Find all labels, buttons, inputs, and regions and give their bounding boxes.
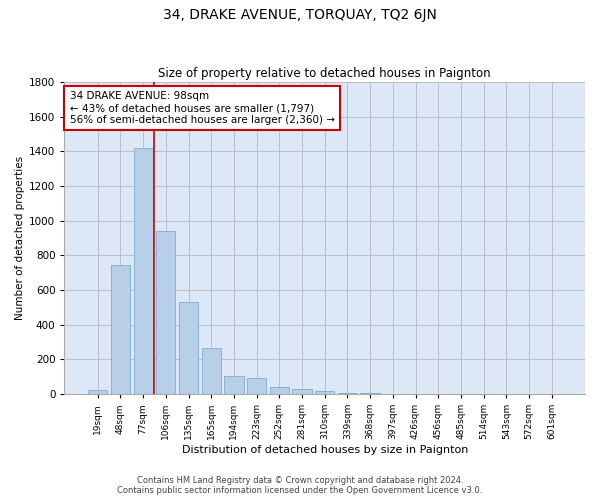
Bar: [111, 266, 130, 394]
Bar: [247, 378, 266, 394]
Text: Contains HM Land Registry data © Crown copyright and database right 2024.
Contai: Contains HM Land Registry data © Crown c…: [118, 476, 482, 495]
Text: 34 DRAKE AVENUE: 98sqm
← 43% of detached houses are smaller (1,797)
56% of semi-: 34 DRAKE AVENUE: 98sqm ← 43% of detached…: [70, 92, 335, 124]
Bar: [134, 148, 153, 394]
Bar: [315, 391, 334, 394]
Bar: [179, 302, 198, 394]
Bar: [156, 231, 175, 394]
Y-axis label: Number of detached properties: Number of detached properties: [15, 156, 25, 320]
Bar: [88, 390, 107, 394]
X-axis label: Distribution of detached houses by size in Paignton: Distribution of detached houses by size …: [182, 445, 468, 455]
Bar: [269, 388, 289, 394]
Bar: [292, 389, 311, 394]
Bar: [338, 393, 357, 394]
Bar: [224, 376, 244, 394]
Bar: [202, 348, 221, 394]
Bar: [361, 393, 380, 394]
Text: 34, DRAKE AVENUE, TORQUAY, TQ2 6JN: 34, DRAKE AVENUE, TORQUAY, TQ2 6JN: [163, 8, 437, 22]
Title: Size of property relative to detached houses in Paignton: Size of property relative to detached ho…: [158, 66, 491, 80]
